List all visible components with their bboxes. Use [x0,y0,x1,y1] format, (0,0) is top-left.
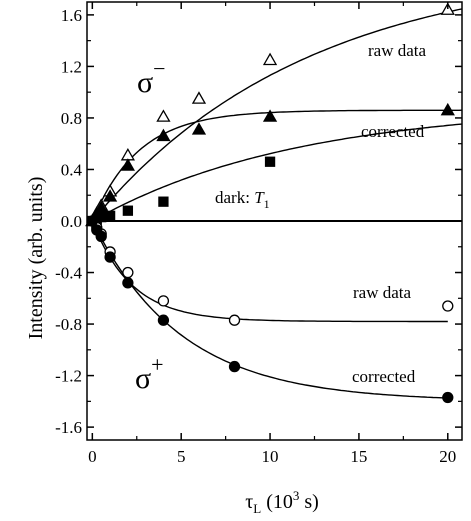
sigma-minus-corrected-point [156,128,171,142]
x-tick-label: 0 [88,447,97,466]
y-tick-label: 0.0 [61,212,82,231]
x-tick-label: 15 [350,447,367,466]
x-axis-title: τL (103 s) [245,488,319,516]
dark-T1-point [104,210,116,221]
sigma-plus-corrected-point [228,360,241,373]
x-tick-label: 5 [177,447,186,466]
fit-sigma-minus-corrected-curve [91,109,463,222]
y-tick-label: -0.4 [55,264,82,283]
sigma-minus-corrected-point [120,158,135,171]
data-points [85,2,455,404]
sigma-plus-corrected-point [104,251,116,263]
dark-T1-point [96,211,107,223]
sigma-minus-corrected-point [191,122,207,135]
x-axis-symbol: τ [245,491,253,513]
corrected-bottom-label: corrected [352,367,416,386]
sigma-plus-corrected-point [122,277,134,289]
dark-T1-point [264,156,276,167]
y-tick-label: -1.6 [55,418,82,437]
fit-curves [91,8,463,399]
sigma-plus-corrected-point [95,230,107,243]
corrected-top-label: corrected [361,122,425,141]
x-tick-label: 10 [262,447,279,466]
fit-sigma-plus-raw-curve [91,220,448,323]
sigma-plus-corrected-point [157,314,170,326]
sigma-plus-raw-point [442,300,454,312]
x-tick-label: 20 [439,447,456,466]
sigma-plus-raw-point [157,295,170,307]
sigma-plus-label: σ+ [135,352,164,395]
dark-T1-point [158,196,169,207]
x-axis-superscript: 3 [293,488,300,503]
dark-T1-point [122,205,134,216]
y-axis-title: Intensity (arb. units) [25,177,47,340]
sigma-minus-raw-point [156,109,171,122]
sigma-minus-raw-point [120,147,135,161]
sigma-plus-corrected-point [442,391,454,404]
fit-sigma-plus-corrected-curve [91,220,448,399]
sigma-minus-raw-point [262,52,278,66]
sigma-minus-corrected-point [102,189,118,202]
y-tick-label: -0.8 [55,315,82,334]
tick-labels: 0 5 10 15 20 1.6 1.2 0.8 0.4 0.0 -0.4 -0.8 -1.2 -1.6 [55,6,456,466]
sigma-minus-corrected-point [262,109,278,122]
sigma-minus-corrected-point [440,102,455,116]
axis-ticks [87,2,462,440]
sigma-plus-raw-point [228,314,241,326]
dark-t1-label: dark: T1 [215,188,270,211]
y-tick-label: -1.2 [55,367,82,386]
sigma-plus-raw-point [122,266,134,279]
raw-data-top-label: raw data [368,41,427,60]
x-axis-subscript: L [253,501,261,516]
fit-dark-T1-curve [91,123,463,222]
y-tick-label: 0.4 [61,160,83,179]
sigma-minus-label: σ− [137,56,166,99]
y-tick-label: 1.2 [61,57,82,76]
raw-data-bottom-label: raw data [353,283,412,302]
fit-sigma-minus-raw-curve [91,8,463,222]
y-tick-label: 0.8 [61,109,82,128]
x-axis-unit-tail: s) [299,491,318,513]
y-tick-label: 1.6 [61,6,82,25]
x-axis-unit: (10 [261,491,293,513]
sigma-minus-raw-point [191,91,207,104]
